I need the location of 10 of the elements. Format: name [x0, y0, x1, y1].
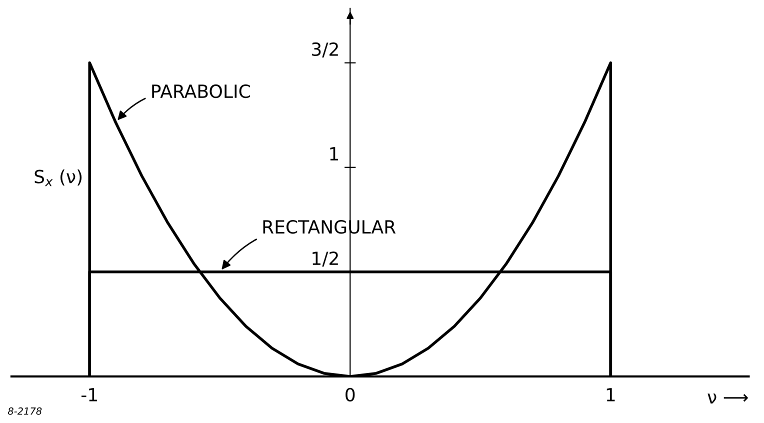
x-axis-title: ν ⟶ — [708, 394, 748, 404]
x-tick-label: 0 — [346, 388, 355, 402]
y-tick-label: 1/2 — [312, 251, 338, 267]
x-tick-label: -1 — [81, 388, 97, 402]
y-tick-label: 1 — [330, 147, 338, 160]
annotation: PARABOLIC — [152, 84, 250, 98]
y-axis-title: S$_{x}$ (ν) — [34, 169, 82, 186]
y-tick-label: 3/2 — [312, 42, 338, 58]
x-tick-label: 1 — [606, 388, 615, 402]
text: 8-2178 — [8, 407, 42, 415]
